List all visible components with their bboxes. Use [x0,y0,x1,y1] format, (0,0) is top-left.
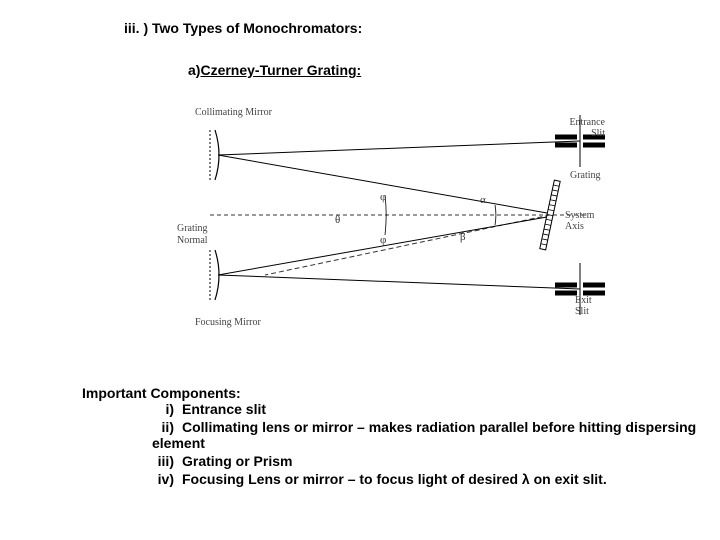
focusing-mirror-label: Focusing Mirror [195,317,261,328]
components-list: i) Entrance slit ii)Collimating lens or m… [82,401,720,487]
entrance-slit-label: Entrance Slit [565,117,605,139]
list-item: iii) Grating or Prism [152,453,720,469]
item-number: iii) [152,453,174,469]
exit-slit-label: Exit Slit [575,295,605,317]
subsection-prefix: a) [188,62,200,78]
item-text: Focusing Lens or mirror – to focus light… [182,471,607,487]
item-number: i) [152,401,174,417]
phi-label: φ [380,191,386,203]
section-heading: iii. ) Two Types of Monochromators: [124,20,362,36]
ray-entrance-collimating [218,141,580,155]
item-text: Grating or Prism [182,453,292,469]
beta-label: β [460,231,466,243]
grating-normal-label1: Grating [177,223,208,234]
czerney-turner-diagram: φ φ α β θ Collimating Mirror Entrance Sl… [185,95,605,340]
item-text: Collimating lens or mirror – makes radia… [152,419,696,451]
phi-label2: φ [380,234,386,246]
angle-arc-alpha [495,205,496,225]
ray-focusing-exit [218,275,580,289]
theta-label: θ [335,214,340,226]
ray-grating-focusing [218,217,547,275]
list-item: ii)Collimating lens or mirror – makes ra… [152,419,720,451]
diagram-svg: φ φ α β θ [185,95,605,340]
item-text: Entrance slit [182,401,266,417]
components-section: Important Components: i) Entrance slit ii… [82,385,720,489]
system-axis-label: System Axis [565,210,605,232]
item-number: iv) [152,471,174,487]
item-number: ii) [152,419,174,435]
grating-normal-label2: Normal [177,235,208,246]
list-item: i) Entrance slit [152,401,720,417]
subsection-heading: Czerney-Turner Grating: [200,62,361,78]
alpha-label: α [480,194,486,206]
collimating-mirror-label: Collimating Mirror [195,107,272,118]
list-item: iv) Focusing Lens or mirror – to focus li… [152,471,720,487]
grating-label: Grating [570,170,601,181]
components-title: Important Components: [82,385,720,401]
ray-collimating-grating [218,155,547,213]
